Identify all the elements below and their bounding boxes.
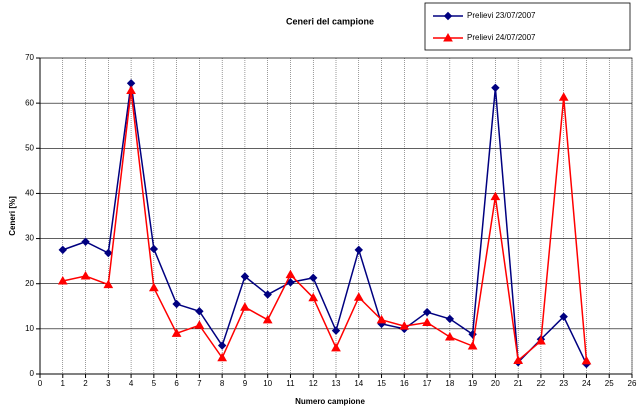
series-line <box>62 83 588 365</box>
x-tick-label: 5 <box>152 379 157 388</box>
x-tick-label: 1 <box>61 379 66 388</box>
data-point <box>559 312 568 321</box>
data-point <box>171 328 182 337</box>
data-point <box>376 314 387 324</box>
y-tick-label: 10 <box>25 324 34 333</box>
y-tick-label: 70 <box>25 53 34 62</box>
y-tick-label: 60 <box>25 98 34 107</box>
data-point <box>194 320 205 329</box>
data-point <box>331 326 341 335</box>
x-tick-label: 2 <box>83 379 88 388</box>
x-tick-label: 6 <box>174 379 179 388</box>
data-point <box>148 282 159 292</box>
x-tick-label: 12 <box>309 379 318 388</box>
x-tick-label: 15 <box>377 379 386 388</box>
x-tick-label: 16 <box>400 379 409 388</box>
x-tick-label: 9 <box>243 379 248 388</box>
data-point <box>422 307 432 317</box>
y-tick-label: 0 <box>30 369 35 378</box>
legend-marker <box>443 11 453 21</box>
x-tick-label: 18 <box>445 379 454 388</box>
data-point <box>353 292 364 301</box>
y-tick-label: 40 <box>25 189 34 198</box>
data-point <box>57 275 68 285</box>
data-point <box>491 83 500 93</box>
x-tick-label: 24 <box>582 379 591 388</box>
x-tick-label: 10 <box>263 379 272 388</box>
x-tick-label: 23 <box>559 379 568 388</box>
x-tick-label: 11 <box>286 379 295 388</box>
data-point <box>240 272 250 281</box>
data-point <box>172 299 181 309</box>
x-tick-label: 22 <box>536 379 545 388</box>
x-tick-label: 13 <box>332 379 341 388</box>
x-tick-label: 20 <box>491 379 500 388</box>
y-axis-label: Ceneri [%] <box>8 196 17 236</box>
data-point <box>467 341 478 350</box>
data-point <box>217 352 228 362</box>
x-tick-label: 26 <box>628 379 637 388</box>
data-point <box>399 321 410 330</box>
x-tick-label: 8 <box>220 379 225 388</box>
x-tick-label: 25 <box>605 379 614 388</box>
chart-title: Ceneri del campione <box>286 16 374 26</box>
x-tick-label: 4 <box>129 379 134 388</box>
data-point <box>58 245 67 255</box>
y-tick-label: 50 <box>25 143 34 152</box>
x-axis-label: Numero campione <box>295 397 365 406</box>
y-tick-label: 30 <box>25 234 34 243</box>
x-tick-label: 3 <box>106 379 111 388</box>
data-point <box>558 92 569 101</box>
data-point <box>285 269 296 279</box>
data-point <box>422 317 432 327</box>
data-point <box>444 331 455 341</box>
data-point <box>581 355 592 365</box>
data-point <box>126 85 136 95</box>
data-point <box>217 341 227 350</box>
legend-box <box>424 2 631 51</box>
data-point <box>286 278 295 287</box>
series-line <box>62 90 588 362</box>
x-tick-label: 14 <box>354 379 363 388</box>
x-tick-label: 17 <box>423 379 432 388</box>
data-point <box>103 279 114 289</box>
legend-marker <box>443 32 453 42</box>
data-point <box>80 271 91 280</box>
y-tick-label: 20 <box>25 279 34 288</box>
data-point <box>354 245 363 255</box>
data-point <box>490 191 501 201</box>
data-point <box>149 244 159 254</box>
data-point <box>195 307 204 316</box>
x-tick-label: 7 <box>197 379 202 388</box>
x-tick-label: 0 <box>38 379 43 388</box>
data-point <box>240 302 250 311</box>
data-point <box>513 355 524 364</box>
data-point <box>104 248 113 258</box>
data-point <box>263 290 272 299</box>
x-tick-label: 21 <box>514 379 523 388</box>
data-point <box>309 273 318 283</box>
legend-label: Prelievi 24/07/2007 <box>467 33 536 42</box>
data-point <box>331 342 341 352</box>
data-point <box>81 237 90 246</box>
data-point <box>536 336 546 345</box>
data-point <box>445 314 455 324</box>
data-point <box>308 292 319 302</box>
legend-label: Prelievi 23/07/2007 <box>467 11 536 20</box>
data-point <box>262 314 273 324</box>
x-tick-label: 19 <box>468 379 477 388</box>
